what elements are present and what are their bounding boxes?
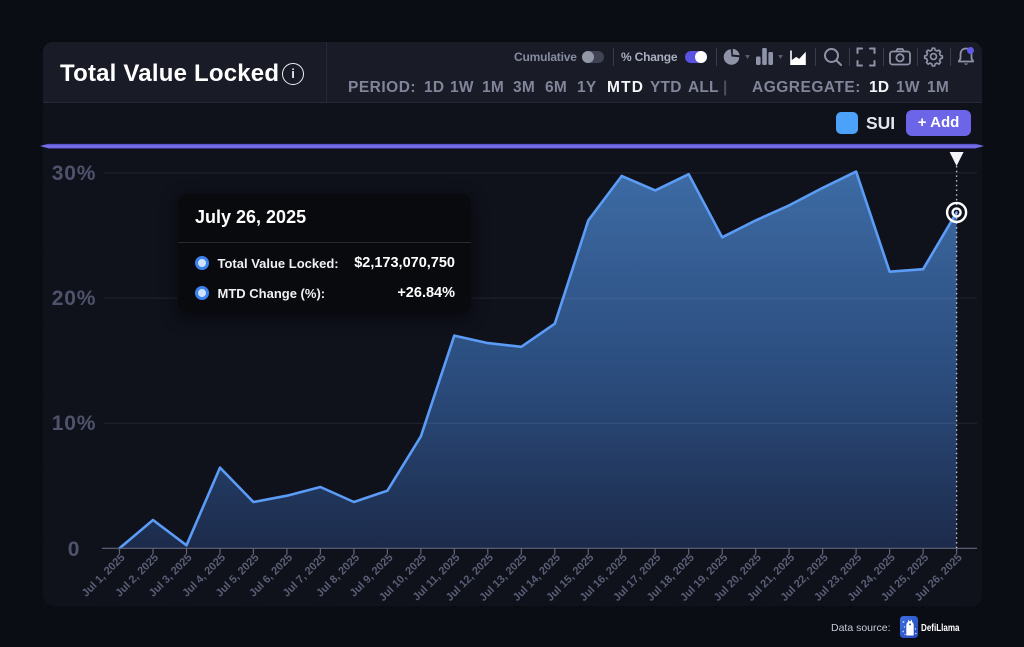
svg-text:30%: 30% xyxy=(52,162,96,185)
svg-text:DefiLlama: DefiLlama xyxy=(921,622,960,634)
svg-text:20%: 20% xyxy=(52,287,96,310)
svg-text:0: 0 xyxy=(68,538,80,561)
svg-text:10%: 10% xyxy=(52,412,96,435)
